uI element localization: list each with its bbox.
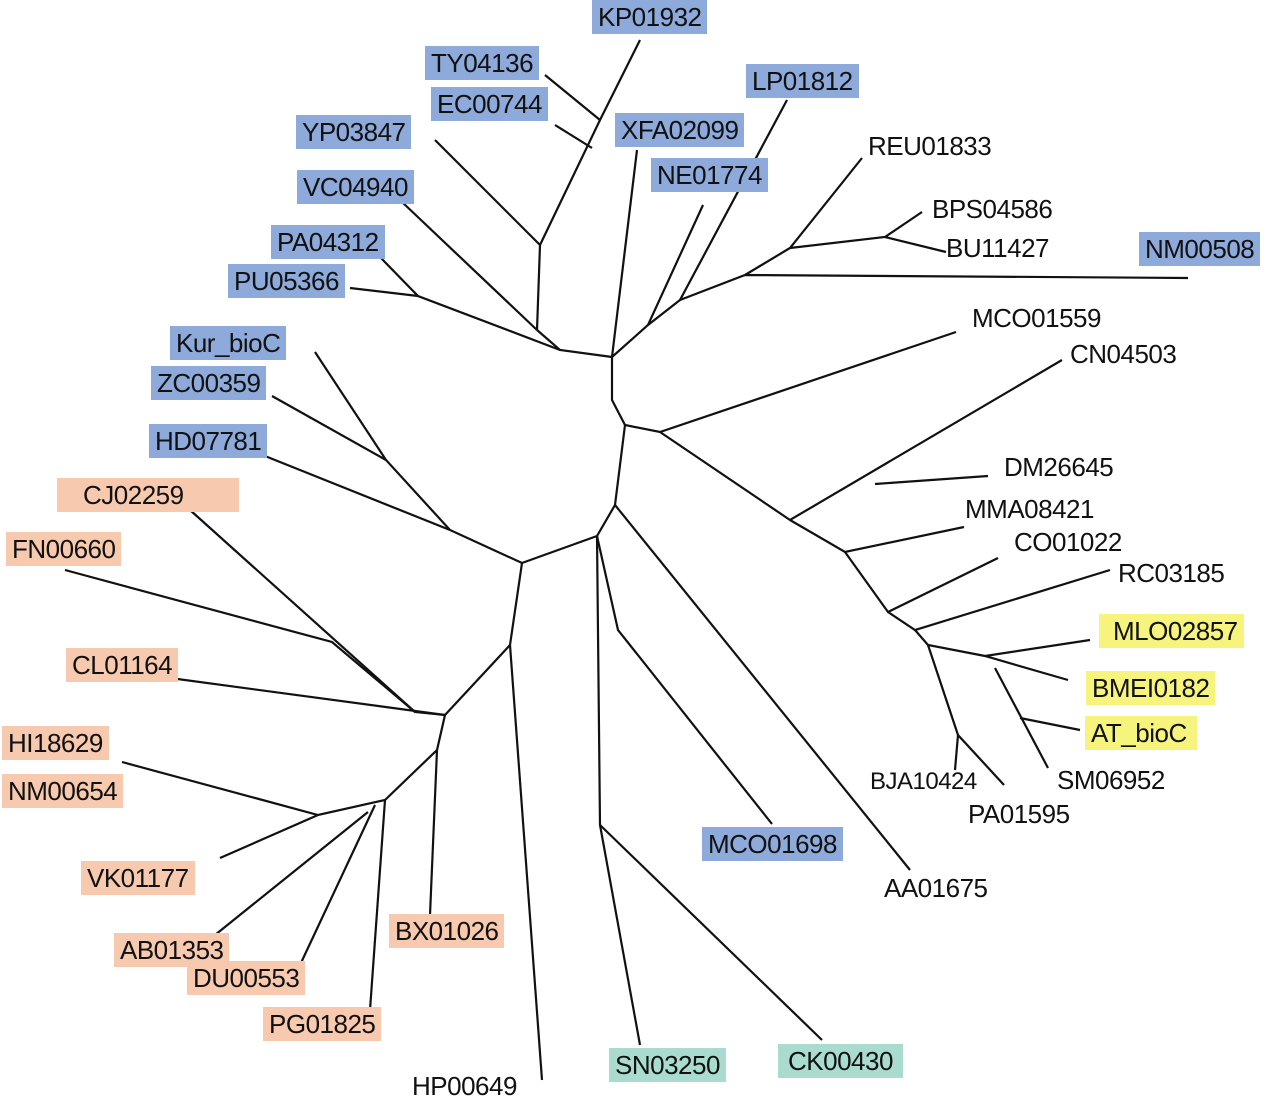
branch — [64, 568, 416, 713]
branch — [314, 351, 627, 565]
branch — [259, 452, 451, 532]
branch — [368, 799, 387, 1011]
branch — [610, 330, 957, 434]
leaf-label: BJA10424 — [870, 768, 977, 795]
branch — [844, 551, 999, 614]
branch — [536, 329, 613, 359]
leaf-label: SM06952 — [1057, 765, 1165, 795]
branch — [189, 509, 511, 717]
leaf-label: BPS04586 — [932, 194, 1053, 224]
leaf-label: CK00430 — [778, 1044, 903, 1078]
branch — [544, 74, 601, 121]
branch — [554, 124, 593, 149]
leaf-label: MMA08421 — [965, 494, 1094, 524]
branch — [219, 813, 319, 860]
branch — [679, 273, 1189, 302]
branch — [428, 749, 439, 916]
leaf-label: Kur_bioC — [170, 326, 287, 360]
branch — [599, 824, 823, 1041]
branch — [535, 244, 542, 331]
branch — [884, 235, 947, 254]
branch — [953, 734, 960, 771]
branch — [1019, 716, 1081, 732]
leaf-label: AT_bioC — [1085, 716, 1197, 750]
branch — [434, 139, 541, 246]
branch — [121, 714, 447, 817]
branch — [349, 286, 419, 298]
leaf-label: MCO01559 — [972, 303, 1101, 333]
leaf-label: CN04503 — [1070, 339, 1177, 369]
leaf-label: DU00553 — [187, 961, 306, 995]
branch — [614, 504, 911, 871]
leaf-label: LP01812 — [746, 64, 859, 98]
leaf-label: XFA02099 — [615, 113, 745, 147]
leaf-label: NM00508 — [1139, 232, 1261, 266]
branch — [299, 804, 376, 966]
branch — [401, 201, 538, 331]
branch — [914, 629, 1069, 682]
branch — [789, 519, 965, 554]
leaf-label: PU05366 — [228, 264, 345, 298]
leaf-label: CL01164 — [66, 648, 179, 682]
leaf-label: BX01026 — [389, 914, 505, 948]
leaf-label: ZC00359 — [151, 366, 267, 400]
branch — [926, 644, 1005, 786]
leaf-label: MCO01698 — [702, 827, 843, 861]
leaf-label: CJ02259 — [57, 478, 239, 512]
leaf-label: VK01177 — [81, 861, 195, 895]
leaf-label: MLO02857 — [1099, 614, 1244, 648]
branch — [214, 811, 369, 936]
leaf-label: BMEI0182 — [1086, 671, 1216, 705]
leaf-label: HP00649 — [412, 1071, 517, 1099]
leaf-label: HD07781 — [149, 424, 268, 458]
branch — [887, 568, 1111, 632]
leaf-label: NE01774 — [651, 158, 768, 192]
leaf-label: RC03185 — [1118, 558, 1225, 588]
leaf-label: NM00654 — [2, 774, 124, 808]
leaf-label: PA04312 — [271, 225, 385, 259]
leaf-label: AA01675 — [884, 873, 988, 903]
branch — [169, 676, 446, 717]
leaf-label: TY04136 — [425, 46, 540, 80]
branch — [874, 474, 989, 486]
leaf-label: YP03847 — [296, 115, 412, 149]
leaf-label: EC00744 — [431, 87, 548, 121]
leaf-label: VC04940 — [297, 170, 414, 204]
leaf-label: CO01022 — [1014, 527, 1122, 557]
leaf-label: SN03250 — [609, 1048, 726, 1082]
leaf-label: FN00660 — [6, 532, 122, 566]
branch — [984, 638, 1091, 658]
leaf-label: REU01833 — [868, 131, 992, 161]
branch — [595, 535, 642, 1046]
leaf-label: DM26645 — [1004, 452, 1114, 482]
branch — [789, 211, 923, 250]
branch — [595, 535, 773, 825]
branch — [271, 395, 387, 461]
leaf-label: BU11427 — [946, 233, 1050, 263]
branch — [610, 149, 639, 358]
leaf-label: PG01825 — [263, 1007, 382, 1041]
leaf-label: KP01932 — [592, 0, 708, 34]
leaf-label: HI18629 — [2, 726, 109, 760]
leaf-label: PA01595 — [968, 799, 1070, 829]
branch — [379, 256, 561, 352]
branch — [508, 562, 544, 1081]
